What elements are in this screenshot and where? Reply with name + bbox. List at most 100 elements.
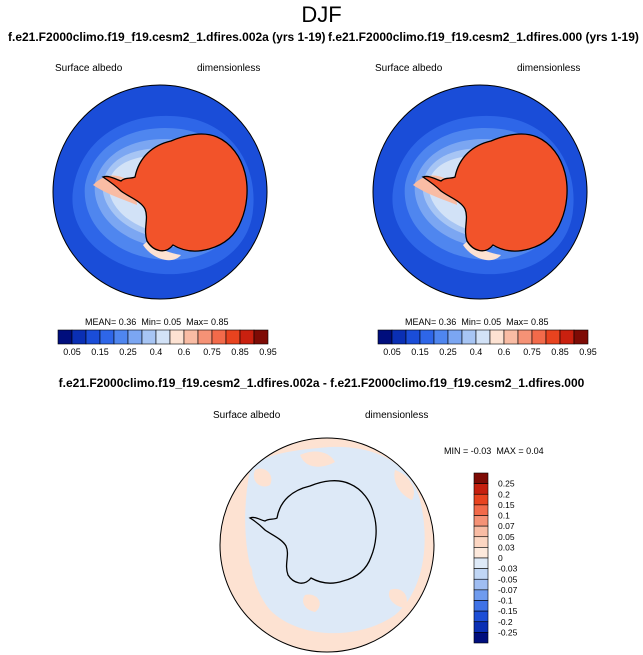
colorbar-swatch <box>127 329 143 345</box>
min-value: 0.05 <box>483 317 502 327</box>
colorbar-swatch <box>473 632 489 644</box>
colorbar-swatch <box>573 329 589 345</box>
colorbar-swatch <box>447 329 463 345</box>
colorbar-tick-label: 0.6 <box>178 347 191 357</box>
colorbar-tick-label: 0.25 <box>498 479 515 489</box>
colorbar-swatch <box>517 329 533 345</box>
mean-label: MEAN= <box>85 317 117 327</box>
colorbar-swatch <box>559 329 575 345</box>
colorbar-tick-label: 0.07 <box>498 521 515 531</box>
panel1-map <box>53 85 267 299</box>
panel2-colorbar: 0.05 0.15 0.25 0.4 0.6 0.75 0.85 0.95 <box>377 329 597 357</box>
colorbar-swatch <box>473 557 489 569</box>
diff-title: f.e21.F2000climo.f19_f19.cesm2_1.dfires.… <box>58 376 585 390</box>
colorbar-tick-label: 0.75 <box>203 347 221 357</box>
colorbar-tick-label: 0.75 <box>523 347 541 357</box>
colorbar-tick-label: -0.15 <box>498 606 518 616</box>
colorbar-swatch <box>253 329 269 345</box>
panel1-units: dimensionless <box>197 63 261 74</box>
mean-label: MEAN= <box>405 317 437 327</box>
colorbar-tick-label: 0.03 <box>498 542 515 552</box>
colorbar-swatch <box>473 504 489 516</box>
colorbar-swatch <box>57 329 73 345</box>
min-label: Min= <box>461 317 482 327</box>
colorbar-tick-label: -0.03 <box>498 564 518 574</box>
colorbar-tick-label: 0.2 <box>498 489 510 499</box>
colorbar-tick-label: 0.6 <box>498 347 511 357</box>
colorbar-swatch <box>405 329 421 345</box>
colorbar-swatch <box>239 329 255 345</box>
colorbar-swatch <box>377 329 393 345</box>
colorbar-swatch <box>473 547 489 559</box>
diff-max-value: 0.04 <box>526 446 544 456</box>
colorbar-tick-label: 0.95 <box>259 347 277 357</box>
max-label: Max= <box>186 317 209 327</box>
colorbar-tick-label: 0.05 <box>498 532 515 542</box>
colorbar-tick-label: 0.4 <box>150 347 163 357</box>
panel2-units: dimensionless <box>517 63 581 74</box>
colorbar-swatch <box>141 329 157 345</box>
colorbar-tick-label: 0.15 <box>91 347 109 357</box>
min-label: Min= <box>141 317 162 327</box>
colorbar-swatch <box>85 329 101 345</box>
panel2-title: f.e21.F2000climo.f19_f19.cesm2_1.dfires.… <box>328 30 639 44</box>
colorbar-swatch <box>475 329 491 345</box>
colorbar-swatch <box>473 483 489 495</box>
colorbar-swatch <box>473 536 489 548</box>
colorbar-tick-label: 0.15 <box>498 500 515 510</box>
diff-max-label: MAX = <box>496 446 524 456</box>
colorbar-swatch <box>473 525 489 538</box>
colorbar-swatch <box>113 329 129 345</box>
colorbar-swatch <box>461 329 477 345</box>
diff-variable: Surface albedo <box>213 410 281 421</box>
colorbar-swatch <box>71 329 87 345</box>
colorbar-swatch <box>433 329 449 345</box>
colorbar-tick-label: -0.07 <box>498 585 518 595</box>
colorbar-swatch <box>473 610 489 623</box>
colorbar-swatch <box>531 329 547 345</box>
colorbar-swatch <box>473 621 489 633</box>
colorbar-swatch <box>225 329 241 345</box>
colorbar-swatch <box>545 329 561 345</box>
colorbar-tick-label: -0.2 <box>498 617 513 627</box>
colorbar-swatch <box>489 329 505 345</box>
min-value: 0.05 <box>163 317 182 327</box>
mean-value: 0.36 <box>118 317 137 327</box>
colorbar-tick-label: 0.25 <box>119 347 137 357</box>
diff-map <box>220 438 434 652</box>
max-value: 0.85 <box>530 317 549 327</box>
colorbar-swatch <box>473 578 489 591</box>
panel2-variable: Surface albedo <box>375 63 443 74</box>
colorbar-tick-label: 0.95 <box>579 347 597 357</box>
colorbar-swatch <box>473 493 489 506</box>
diff-min-label: MIN = <box>444 446 469 456</box>
colorbar-swatch <box>503 329 519 345</box>
colorbar-swatch <box>99 329 115 345</box>
diff-colorbar: 0.250.20.150.10.070.050.030-0.03-0.05-0.… <box>473 472 518 644</box>
panel2-stats: MEAN= 0.36 Min= 0.05 Max= 0.85 <box>405 317 548 327</box>
panel1-map-border <box>52 84 268 300</box>
colorbar-swatch <box>391 329 407 345</box>
colorbar-swatch <box>473 589 489 601</box>
colorbar-swatch <box>473 472 489 484</box>
colorbar-tick-label: -0.1 <box>498 596 513 606</box>
colorbar-swatch <box>419 329 435 345</box>
diff-stats: MIN = -0.03 MAX = 0.04 <box>444 446 544 456</box>
panel1-stats: MEAN= 0.36 Min= 0.05 Max= 0.85 <box>85 317 228 327</box>
colorbar-tick-label: 0.25 <box>439 347 457 357</box>
colorbar-swatch <box>197 329 213 345</box>
colorbar-swatch <box>155 329 171 345</box>
colorbar-swatch <box>183 329 199 345</box>
colorbar-swatch <box>473 568 489 580</box>
colorbar-swatch <box>473 515 489 527</box>
colorbar-tick-label: 0.05 <box>63 347 81 357</box>
diff-units: dimensionless <box>365 410 429 421</box>
season-title: DJF <box>301 2 342 27</box>
colorbar-tick-label: 0.05 <box>383 347 401 357</box>
max-label: Max= <box>506 317 529 327</box>
colorbar-swatch <box>169 329 185 345</box>
panel1-variable: Surface albedo <box>55 63 123 74</box>
panel1-colorbar: 0.05 0.15 0.25 0.4 0.6 0.75 0.85 0.95 <box>57 329 277 357</box>
colorbar-swatch <box>473 600 489 612</box>
